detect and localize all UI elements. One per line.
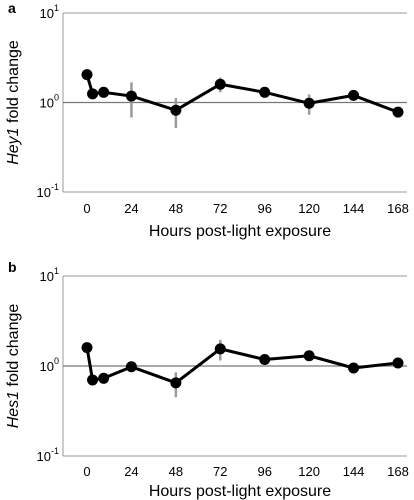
- x-tick-label: 48: [169, 201, 183, 216]
- y-axis-title: Hey1 fold change: [5, 40, 22, 165]
- x-tick-label: 168: [387, 464, 409, 479]
- data-point: [392, 106, 404, 118]
- data-point: [348, 89, 360, 101]
- y-axis-gene-name: Hes1: [5, 391, 22, 428]
- y-tick-exponent: 1: [54, 266, 59, 276]
- y-axis-title: Hes1 fold change: [5, 304, 22, 429]
- x-tick-label: 72: [213, 464, 227, 479]
- data-point: [259, 354, 271, 366]
- x-tick-label: 96: [257, 464, 271, 479]
- x-tick-label: 144: [343, 464, 365, 479]
- data-point: [348, 362, 360, 374]
- data-point: [98, 86, 110, 98]
- series-line: [85, 74, 399, 114]
- x-tick-label: 120: [298, 464, 320, 479]
- y-tick-label: 100: [40, 93, 59, 111]
- data-point: [81, 342, 93, 354]
- y-tick-exponent: 1: [54, 3, 59, 13]
- y-tick-label: 10-1: [37, 446, 59, 464]
- y-tick-label: 10-1: [37, 182, 59, 200]
- data-point: [303, 97, 315, 109]
- data-point: [98, 372, 110, 384]
- x-tick-label: 0: [83, 464, 90, 479]
- data-point: [170, 104, 182, 116]
- y-tick-base: 10: [40, 6, 54, 21]
- y-tick-base: 10: [37, 449, 51, 464]
- data-point: [87, 374, 99, 386]
- y-tick-exponent: -1: [51, 446, 59, 456]
- data-point: [214, 343, 226, 355]
- x-axis-title: Hours post-light exposure: [149, 223, 331, 240]
- data-point: [259, 86, 271, 98]
- panel-letter: a: [8, 0, 16, 16]
- panel-letter: b: [8, 259, 17, 275]
- y-tick-label: 100: [40, 356, 59, 374]
- y-tick-base: 10: [40, 96, 54, 111]
- y-tick-label: 101: [40, 3, 59, 21]
- x-tick-label: 96: [257, 201, 271, 216]
- data-point: [214, 78, 226, 90]
- x-tick-label: 168: [387, 201, 409, 216]
- data-point: [87, 88, 99, 100]
- data-point: [125, 361, 137, 373]
- y-axis-gene-name: Hey1: [5, 127, 22, 164]
- y-tick-exponent: -1: [51, 182, 59, 192]
- y-tick-exponent: 0: [54, 93, 59, 103]
- y-tick-label: 101: [40, 266, 59, 284]
- x-tick-label: 0: [83, 201, 90, 216]
- y-tick-exponent: 0: [54, 356, 59, 366]
- x-tick-label: 144: [343, 201, 365, 216]
- data-point: [392, 357, 404, 369]
- y-axis-title-rest: fold change: [5, 304, 22, 391]
- x-tick-label: 48: [169, 464, 183, 479]
- x-tick-label: 72: [213, 201, 227, 216]
- x-tick-label: 24: [124, 464, 138, 479]
- y-tick-base: 10: [40, 269, 54, 284]
- x-axis-title: Hours post-light exposure: [149, 483, 331, 500]
- data-point: [170, 377, 182, 389]
- data-point: [303, 350, 315, 362]
- x-tick-label: 120: [298, 201, 320, 216]
- y-tick-base: 10: [40, 359, 54, 374]
- data-point: [81, 69, 93, 81]
- x-tick-label: 24: [124, 201, 138, 216]
- series-line: [85, 347, 399, 385]
- data-point: [125, 90, 137, 102]
- y-tick-base: 10: [37, 185, 51, 200]
- y-axis-title-rest: fold change: [5, 40, 22, 127]
